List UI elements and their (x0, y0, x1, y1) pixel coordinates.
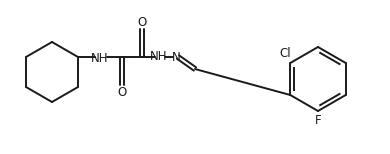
Text: O: O (117, 85, 127, 99)
Text: NH: NH (150, 49, 168, 63)
Text: F: F (315, 113, 321, 126)
Text: O: O (137, 16, 147, 28)
Text: NH: NH (91, 51, 109, 65)
Text: N: N (172, 51, 180, 63)
Text: Cl: Cl (280, 47, 291, 59)
